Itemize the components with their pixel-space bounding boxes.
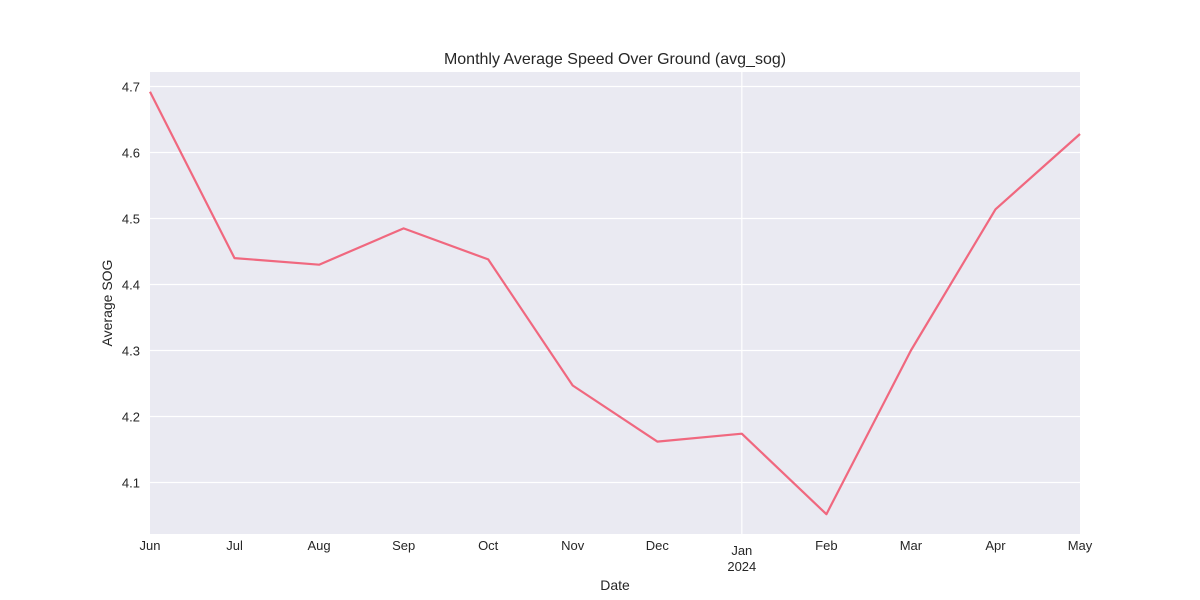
y-tick-label: 4.4 [122, 278, 140, 293]
y-tick-label: 4.3 [122, 344, 140, 359]
y-tick-labels: 4.1 4.2 4.3 4.4 4.5 4.6 4.7 [122, 80, 140, 491]
x-tick-label: Jan [731, 543, 752, 558]
y-tick-label: 4.6 [122, 146, 140, 161]
x-tick-label: Apr [985, 538, 1006, 553]
series-layer [149, 91, 1081, 516]
y-tick-label: 4.1 [122, 476, 140, 491]
x-tick-label: Oct [478, 538, 499, 553]
plot-area [150, 72, 1080, 534]
x-axis-label: Date [600, 577, 630, 593]
y-tick-label: 4.5 [122, 212, 140, 227]
series-line [149, 91, 1081, 516]
x-tick-label: Feb [815, 538, 837, 553]
x-tick-label: Jun [140, 538, 161, 553]
chart-title: Monthly Average Speed Over Ground (avg_s… [444, 51, 786, 68]
y-tick-label: 4.7 [122, 80, 140, 95]
x-tick-label: Aug [308, 538, 331, 553]
y-axis-label: Average SOG [99, 260, 115, 347]
x-tick-label: Sep [392, 538, 415, 553]
y-tick-label: 4.2 [122, 410, 140, 425]
x-tick-label: Mar [900, 538, 923, 553]
x-tick-sublabel: 2024 [727, 559, 756, 574]
x-tick-label: May [1068, 538, 1093, 553]
y-gridlines [150, 85, 1080, 484]
x-tick-label: Jul [226, 538, 243, 553]
x-tick-label: Nov [561, 538, 585, 553]
x-tick-label: Dec [646, 538, 670, 553]
